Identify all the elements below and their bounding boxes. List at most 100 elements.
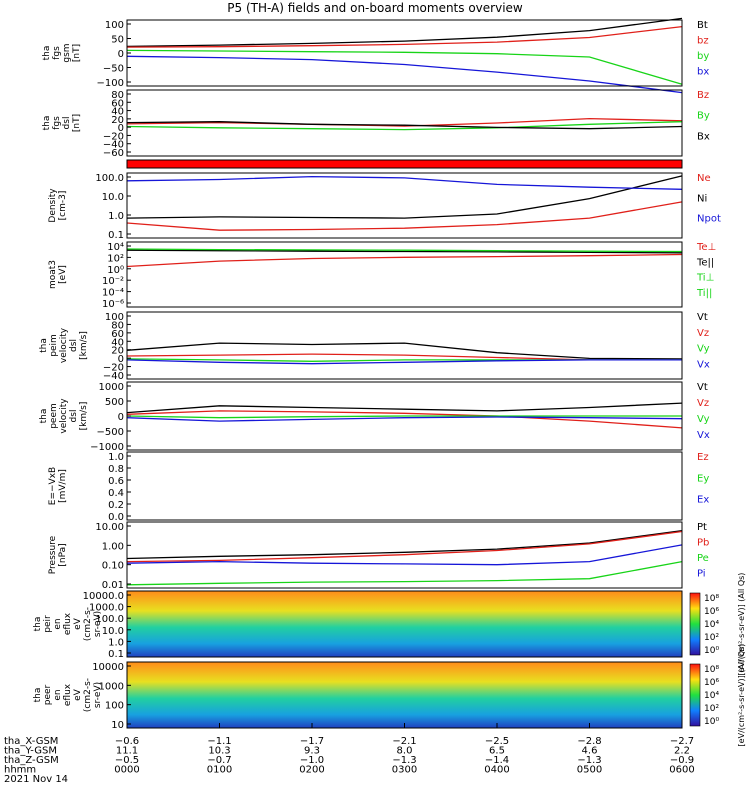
y-tick-label: 10.0 (102, 192, 124, 203)
colorbar-tick-label: 10⁴ (704, 620, 719, 630)
panel-4 (126, 241, 683, 308)
y-axis-label: [nT] (72, 114, 82, 132)
series-line-vt (126, 402, 683, 414)
legend-entry-bx: bx (697, 67, 709, 78)
y-axis-label: sr-eV) (93, 682, 103, 708)
y-axis-label: fgs (52, 46, 62, 60)
y-tick-label: 10⁻⁴ (102, 288, 124, 299)
legend-entry-pi: Pi (697, 569, 706, 580)
ephemeris-value: 0600 (669, 765, 694, 776)
y-tick-label: 0.6 (108, 476, 124, 487)
colorbar-tick-label: 10⁰ (704, 646, 719, 656)
y-axis-label: tha (39, 338, 49, 353)
legend-entry-vx: Vx (697, 430, 710, 441)
ephemeris-value: 4.6 (582, 746, 598, 757)
y-axis-label: [km/s] (79, 402, 89, 431)
series-line-tg (126, 248, 683, 253)
y-tick-label: 0.4 (108, 488, 124, 499)
y-axis-label: gsm (62, 43, 72, 62)
y-tick-label: 0.1 (108, 230, 124, 241)
ephemeris-value: 0400 (484, 765, 509, 776)
y-tick-label: 1000 (99, 382, 124, 393)
ephemeris-value: 0200 (299, 765, 324, 776)
panel-frame (126, 241, 683, 308)
ephemeris-value: −0.5 (115, 755, 139, 766)
y-tick-label: −1000 (90, 442, 124, 453)
y-tick-label: −40 (103, 140, 124, 151)
series-line-pt (126, 529, 683, 560)
colorbar-tick-label: 10⁴ (704, 691, 719, 701)
y-axis-label: en (53, 618, 63, 629)
y-axis-label: eflux (63, 683, 73, 706)
ephemeris-value: −2.1 (392, 736, 416, 747)
y-axis-label: [km/s] (79, 331, 89, 360)
ephemeris-value: −2.8 (577, 736, 601, 747)
ephemeris-value: 8.0 (397, 746, 413, 757)
y-axis-label: Pressure (48, 535, 58, 574)
colorbar-unit-label: [eV/(cm²-s-sr-eV)] (All Qs) (737, 573, 746, 676)
legend-entry-ne: Ne (697, 173, 711, 184)
legend-entry-ez: Ez (697, 452, 709, 463)
colorbar-tick-label: 10⁰ (704, 717, 719, 727)
y-tick-label: 1.0 (108, 452, 124, 463)
series-line-by (126, 49, 683, 85)
panel-frame (126, 311, 683, 380)
colorbar-unit-label: [eV/(cm²-s-sr-eV)] (All Qs) (737, 644, 746, 747)
series-line-vy (126, 415, 682, 419)
y-axis-label: sr-eV) (93, 611, 103, 637)
ephemeris-value: 0000 (114, 765, 139, 776)
ephemeris-value: −2.7 (670, 736, 694, 747)
ephemeris-value: 9.3 (304, 746, 320, 757)
ephemeris-value: −0.7 (207, 755, 231, 766)
y-axis-label: peem (49, 403, 59, 429)
legend-entry-te⊥: Te⊥ (696, 242, 716, 253)
y-tick-label: 50 (111, 35, 124, 46)
legend-entry-vz: Vz (697, 398, 709, 409)
panel-frame (126, 172, 683, 239)
ephemeris-row-label: hhmm (4, 765, 36, 776)
y-tick-label: −50 (103, 64, 124, 75)
y-tick-label: 0.8 (108, 464, 124, 475)
y-tick-label: 10² (107, 253, 124, 264)
y-axis-label: [nPa] (58, 543, 68, 566)
legend-entry-vt: Vt (697, 382, 708, 393)
y-axis-label: moat3 (48, 260, 58, 289)
y-axis-label: fgs (52, 116, 62, 130)
legend-entry-vt: Vt (697, 312, 708, 323)
ephemeris-value: −0.9 (670, 755, 694, 766)
y-tick-label: 80 (111, 320, 124, 331)
series-line-vz (126, 410, 683, 429)
panel-1 (126, 89, 683, 157)
panel-6 (126, 381, 683, 451)
series-line-bz (126, 25, 683, 48)
panel-frame (126, 159, 683, 169)
y-axis-label: dsl (69, 339, 79, 352)
legend-entry-bz: bz (697, 36, 709, 47)
ephemeris-value: 11.1 (116, 746, 138, 757)
colorbar (689, 592, 701, 656)
legend-entry-pe: Pe (697, 553, 709, 564)
y-tick-label: 40 (111, 107, 124, 118)
y-axis-label: eV (73, 617, 83, 630)
y-tick-label: −20 (103, 131, 124, 142)
series-line-bt (126, 17, 683, 48)
legend-entry-vy: Vy (697, 414, 710, 425)
y-tick-label: 10.0 (102, 626, 124, 637)
y-tick-label: 1.00 (102, 541, 124, 552)
series-line-bx (126, 121, 683, 130)
legend-entry-bt: Bt (697, 20, 708, 31)
y-tick-label: 60 (111, 98, 124, 109)
ephemeris-value: −1.3 (577, 755, 601, 766)
ephemeris-value: −1.4 (485, 755, 509, 766)
series-line-vx (126, 416, 683, 422)
y-tick-label: 100 (105, 20, 124, 31)
y-axis-label: velocity (59, 398, 69, 434)
y-tick-label: −40 (103, 371, 124, 382)
legend-entry-by: by (697, 51, 709, 62)
y-axis-label: tha (39, 409, 49, 424)
y-tick-label: 20 (111, 346, 124, 357)
y-tick-label: 0.01 (102, 580, 124, 591)
panel-frame (126, 521, 683, 589)
